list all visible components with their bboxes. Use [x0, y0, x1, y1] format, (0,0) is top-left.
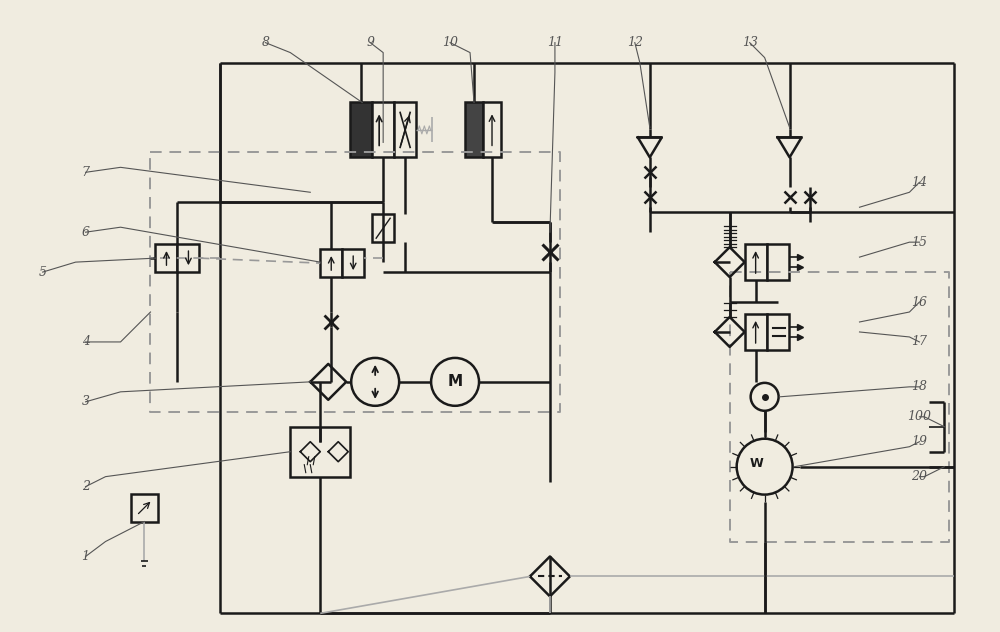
Bar [290, 427, 350, 477]
Text: 11: 11 [547, 36, 563, 49]
Bar [372, 102, 394, 157]
Text: 10: 10 [442, 36, 458, 49]
Text: W: W [750, 457, 764, 470]
Text: 15: 15 [911, 236, 927, 248]
Text: 20: 20 [911, 470, 927, 483]
Circle shape [737, 439, 793, 495]
Text: 100: 100 [907, 410, 931, 423]
Bar [767, 314, 789, 350]
Text: 18: 18 [911, 380, 927, 393]
Bar [465, 102, 483, 157]
Bar [350, 102, 372, 157]
Text: 16: 16 [911, 296, 927, 308]
Text: 7: 7 [82, 166, 90, 179]
Bar [177, 244, 199, 272]
Text: 17: 17 [911, 336, 927, 348]
Text: 3: 3 [82, 395, 90, 408]
Bar [320, 249, 342, 277]
Text: 8: 8 [261, 36, 269, 49]
Text: 5: 5 [39, 265, 47, 279]
Bar [372, 214, 394, 242]
Bar [767, 244, 789, 280]
Circle shape [431, 358, 479, 406]
Text: 6: 6 [82, 226, 90, 239]
Text: 12: 12 [627, 36, 643, 49]
Text: 4: 4 [82, 336, 90, 348]
Circle shape [751, 383, 779, 411]
Bar [131, 494, 158, 521]
Bar [155, 244, 177, 272]
Text: 2: 2 [82, 480, 90, 493]
Bar [745, 244, 767, 280]
Text: 13: 13 [742, 36, 758, 49]
Bar [394, 102, 416, 157]
Bar [745, 314, 767, 350]
Bar [342, 249, 364, 277]
Text: M: M [448, 374, 463, 389]
Text: 9: 9 [366, 36, 374, 49]
Circle shape [351, 358, 399, 406]
Bar [483, 102, 501, 157]
Text: 1: 1 [82, 550, 90, 563]
Text: 19: 19 [911, 435, 927, 448]
Text: 14: 14 [911, 176, 927, 189]
